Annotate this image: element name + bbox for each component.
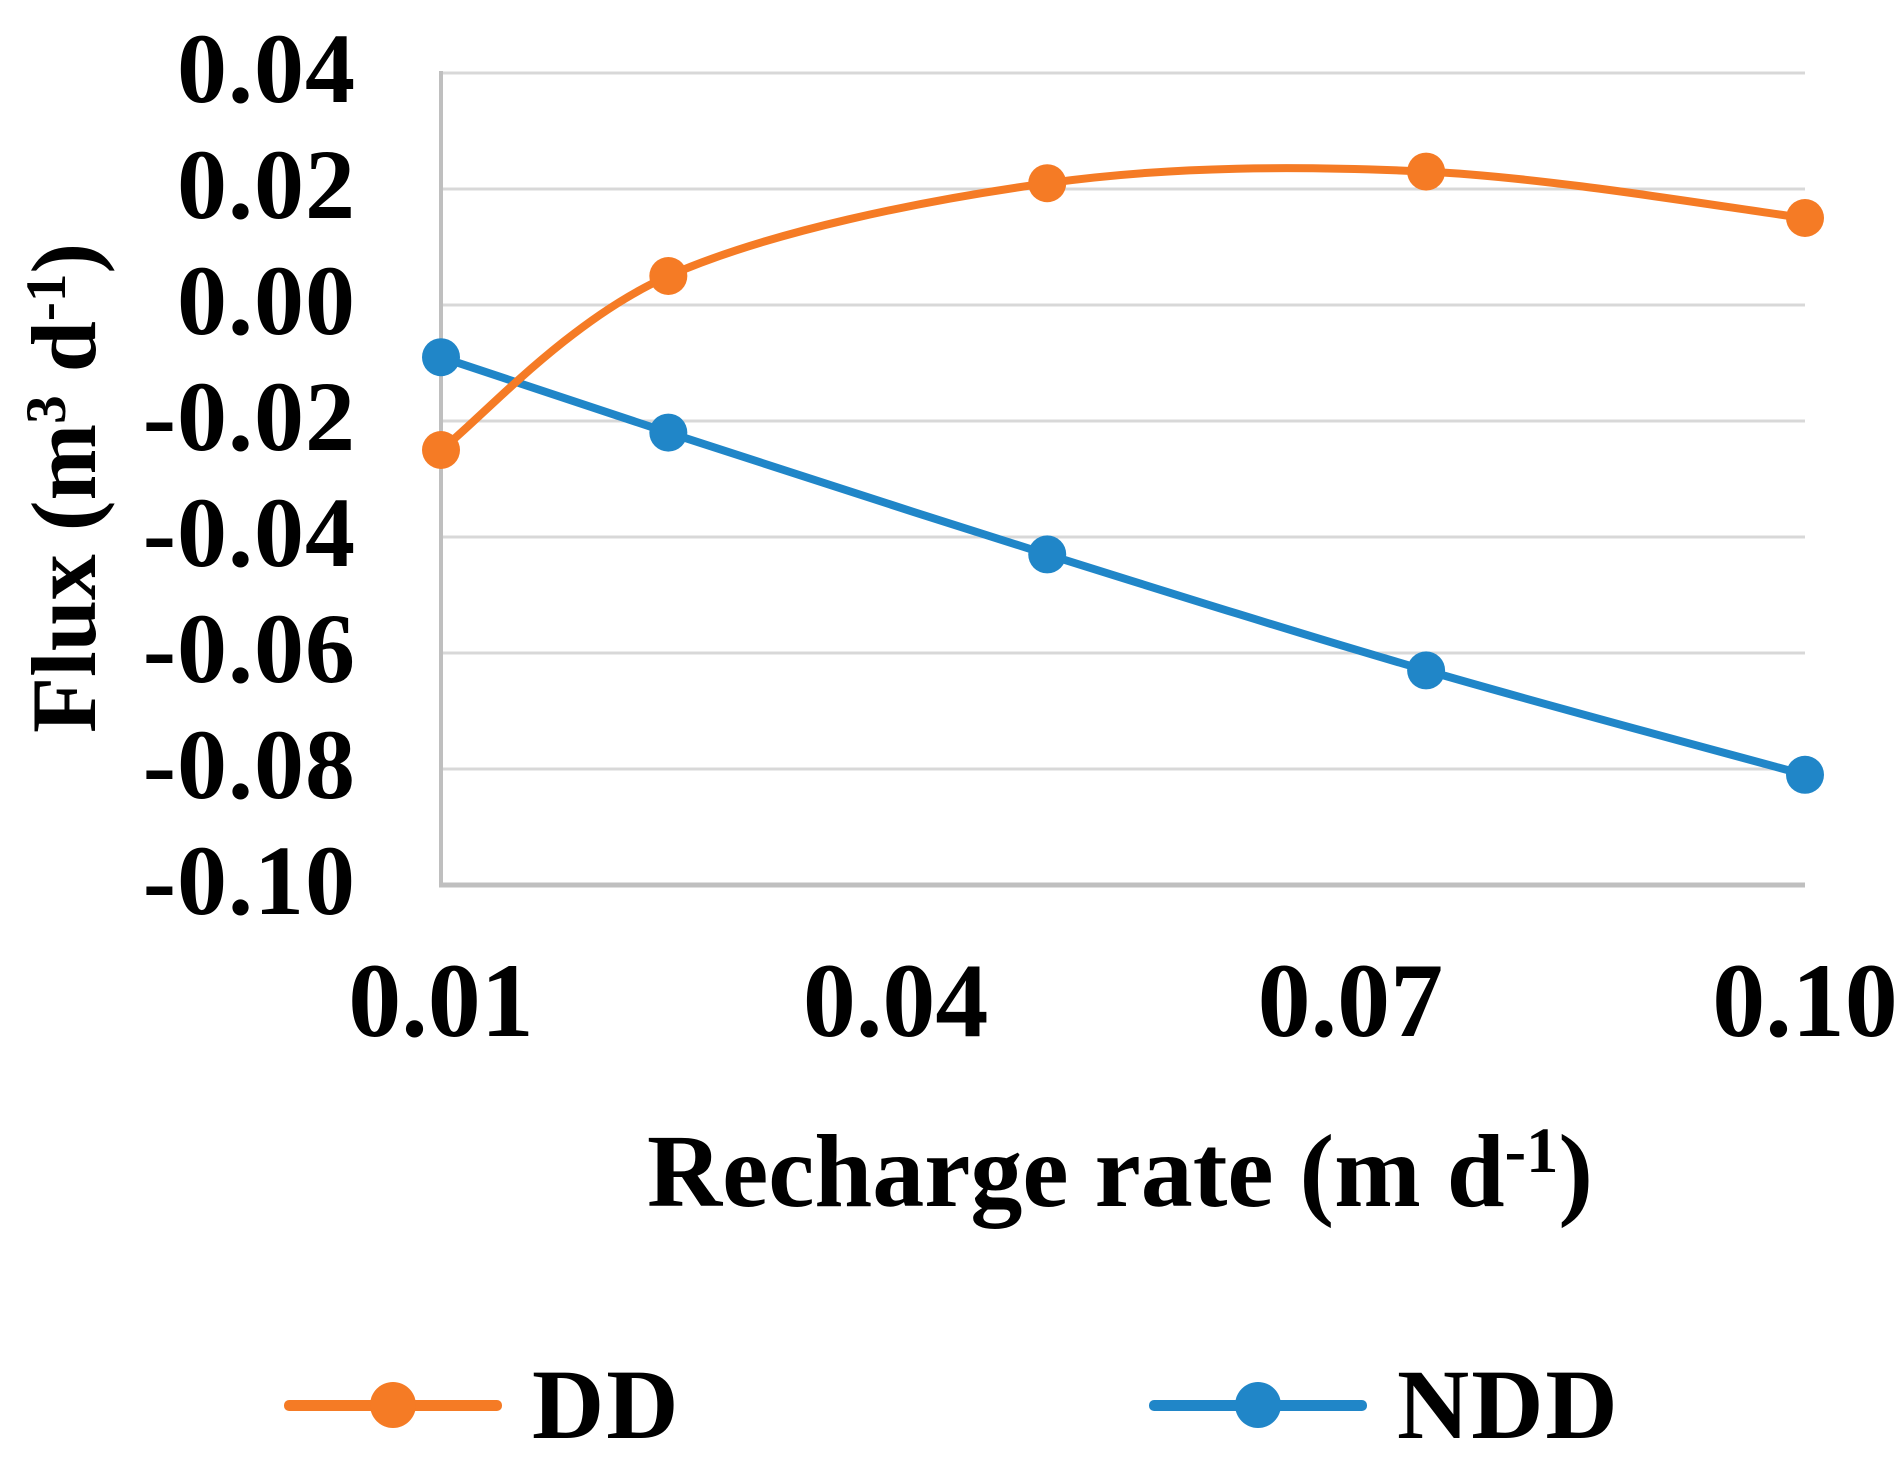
x-tick-label: 0.07 (1257, 942, 1444, 1059)
y-axis-title: Flux (m3 d-1) (13, 243, 115, 733)
y-tick-label: -0.04 (142, 477, 356, 588)
ndd-marker (1786, 755, 1824, 794)
dd-legend-marker-icon (370, 1382, 416, 1428)
y-tick-label: 0.00 (177, 245, 356, 356)
ndd-legend-line-icon (1149, 1382, 1367, 1428)
ndd-marker (649, 413, 688, 452)
dd-marker (422, 431, 460, 469)
dd-marker (1028, 164, 1067, 203)
x-tick-label: 0.10 (1712, 942, 1898, 1059)
x-axis-title-text: Recharge rate (m d (647, 1114, 1505, 1229)
y-axis-title-text: Flux (m (13, 423, 115, 734)
legend-item-dd: DD (284, 1350, 680, 1460)
y-axis-title-close: ) (13, 242, 115, 274)
y-tick-label: 0.04 (177, 13, 356, 124)
y-axis-superscript-minus1: -1 (15, 273, 79, 322)
dd-legend-line-icon (284, 1382, 502, 1428)
ndd-line (437, 353, 1809, 779)
x-tick-label: 0.01 (348, 942, 534, 1059)
ndd-legend-marker-icon (1235, 1382, 1281, 1428)
dd-marker (1786, 199, 1824, 237)
y-axis-title-unit: d (13, 321, 115, 396)
x-axis-superscript-minus1: -1 (1504, 1115, 1559, 1187)
y-tick-label: -0.06 (142, 593, 356, 704)
ndd-marker (1028, 535, 1067, 574)
dd-line (437, 164, 1809, 454)
dd-marker (1407, 152, 1446, 191)
y-axis-superscript-3: 3 (15, 395, 79, 424)
x-axis-title: Recharge rate (m d-1) (647, 1112, 1593, 1232)
legend-label-dd: DD (532, 1349, 681, 1460)
y-tick-label: -0.08 (142, 709, 356, 820)
ndd-marker (422, 338, 460, 377)
dd-marker (649, 257, 688, 295)
x-axis-title-close: ) (1558, 1114, 1593, 1229)
y-tick-label: -0.10 (142, 825, 356, 936)
x-tick-label: 0.04 (802, 942, 989, 1059)
y-tick-label: 0.02 (177, 129, 356, 240)
ndd-marker (1407, 651, 1446, 690)
y-tick-label: -0.02 (142, 361, 356, 472)
legend-label-ndd: NDD (1397, 1349, 1620, 1460)
legend-item-ndd: NDD (1149, 1350, 1620, 1460)
